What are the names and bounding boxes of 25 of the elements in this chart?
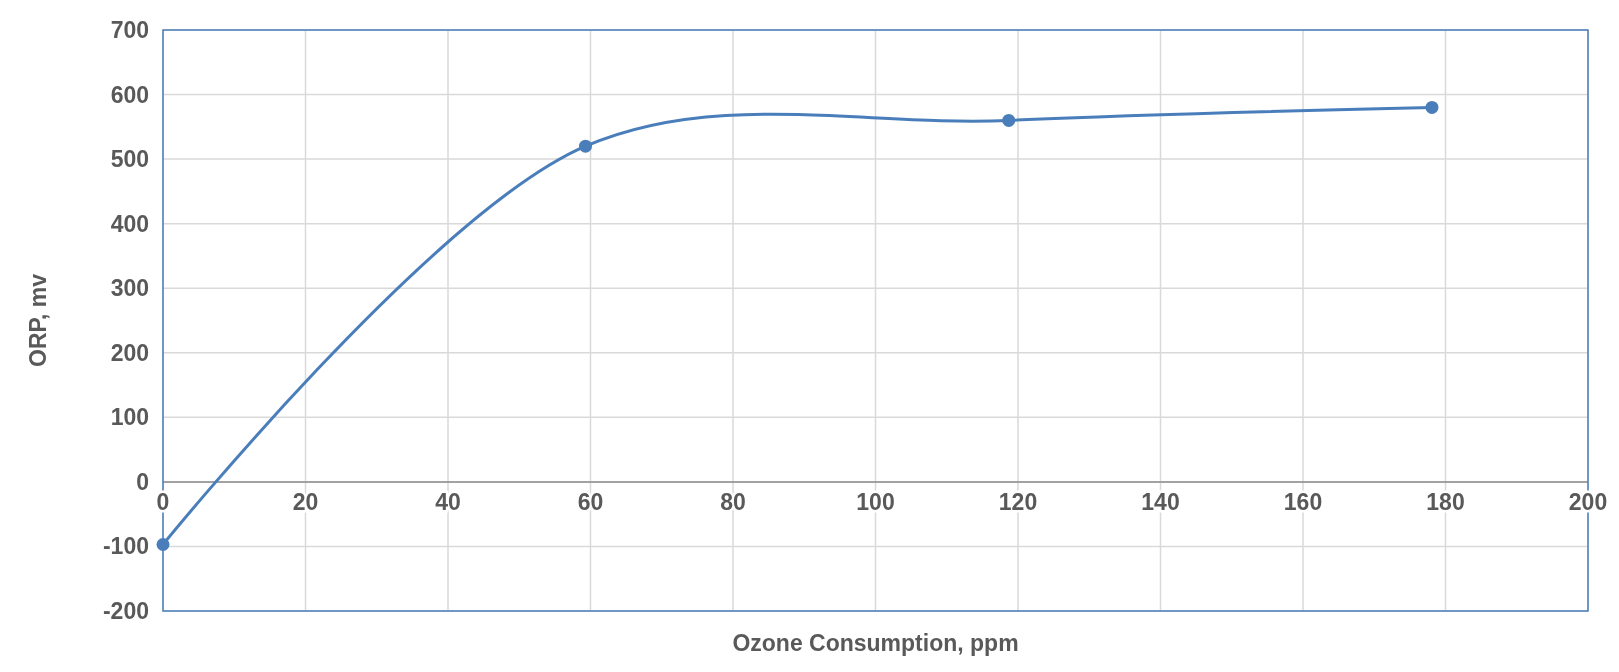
y-tick-label: -100 bbox=[102, 533, 149, 560]
y-axis-title: ORP, mv bbox=[25, 273, 51, 367]
y-tick-label: 500 bbox=[110, 146, 149, 173]
x-tick-label: 120 bbox=[998, 488, 1038, 515]
point bbox=[156, 538, 170, 552]
x-tick-label: 20 bbox=[292, 488, 319, 515]
x-tick-label: 180 bbox=[1426, 488, 1465, 515]
point bbox=[579, 139, 593, 153]
x-tick-label: 160 bbox=[1283, 488, 1323, 515]
point bbox=[1425, 100, 1439, 114]
y-tick-label: 400 bbox=[110, 210, 149, 237]
y-tick-label: -200 bbox=[102, 598, 149, 624]
y-tick-label: 700 bbox=[110, 17, 149, 43]
x-tick-label: 60 bbox=[577, 488, 604, 515]
y-tick-label: 200 bbox=[110, 339, 149, 366]
y-tick-label: 100 bbox=[110, 404, 149, 431]
y-tick-label: 600 bbox=[110, 81, 149, 108]
x-axis-title: Ozone Consumption, ppm bbox=[732, 630, 1019, 656]
x-tick-label: 40 bbox=[435, 488, 461, 515]
x-tick-label: 100 bbox=[856, 488, 895, 515]
y-tick-label: 0 bbox=[136, 468, 149, 495]
point bbox=[1002, 113, 1016, 127]
x-tick-label: 140 bbox=[1141, 488, 1180, 515]
x-tick-label: 80 bbox=[720, 488, 746, 515]
y-tick-label: 300 bbox=[110, 275, 149, 302]
